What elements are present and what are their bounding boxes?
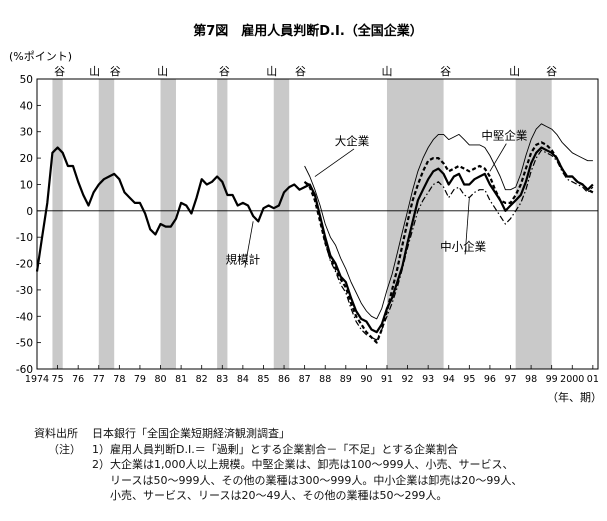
turning-point-labels: 谷山谷山谷山谷山谷山谷: [54, 65, 557, 78]
x-tick-label-5: 79: [134, 374, 146, 385]
y-tick-label-5: 0: [26, 206, 33, 218]
recession-bands: [52, 79, 552, 369]
annotation-label-1: 中堅企業: [481, 129, 527, 143]
recession-band-4: [273, 79, 290, 369]
y-tick-label-11: -60: [16, 364, 33, 376]
axes: [36, 78, 599, 370]
recession-band-1: [98, 79, 115, 369]
x-tick-label-16: 90: [360, 374, 372, 385]
note-2b: リースは50～999人、その他の業種は300～999人。中小企業は卸売は20～9…: [110, 473, 523, 487]
chart-svg: 第7図 雇用人員判断D.I.（全国企業） (%ポイント) （年、期） 谷山谷山谷…: [9, 23, 602, 404]
source-row: 資料出所 日本銀行「全国企業短期経済観測調査」: [34, 426, 604, 442]
note-2c: 小売、サービス、リースは20～49人、その他の業種は50～299人。: [110, 489, 448, 502]
y-tick-label-2: 30: [20, 127, 33, 139]
series-line-中小企業: [304, 149, 594, 341]
x-tick-label-9: 83: [216, 374, 228, 385]
x-tick-label-10: 84: [237, 374, 249, 385]
annotation-leader-1: [489, 143, 507, 172]
x-tick-label-4: 78: [113, 374, 125, 385]
note-1: 1）雇用人員判断D.I.＝「過剰」とする企業割合－「不足」とする企業割合: [92, 442, 459, 456]
note-2a: 2）大企業は1,000人以上規模。中堅企業は、卸売は100～999人、小売、サー…: [92, 458, 514, 471]
turning-label-7: 山: [381, 65, 392, 78]
recession-band-6: [515, 79, 552, 369]
annotation-label-2: 中小企業: [440, 239, 486, 253]
recession-band-5: [386, 79, 444, 369]
note-label: （注）: [48, 442, 81, 456]
x-tick-label-25: 99: [546, 374, 558, 385]
turning-label-3: 山: [157, 65, 168, 78]
y-tick-label-1: 40: [20, 100, 33, 112]
x-tick-label-0: 1974: [25, 374, 49, 385]
x-tick-label-19: 93: [422, 374, 434, 385]
y-tick-label-4: 10: [20, 179, 33, 191]
annotation-leader-0: [314, 148, 355, 177]
recession-band-3: [217, 79, 228, 369]
x-tick-label-20: 94: [443, 374, 455, 385]
turning-label-8: 谷: [440, 65, 451, 78]
series-line-中堅企業: [303, 141, 594, 344]
y-tick-label-6: -10: [16, 232, 33, 244]
source-text: 日本銀行「全国企業短期経済観測調査」: [92, 427, 290, 440]
annotation-leader-2: [464, 197, 470, 255]
x-tick-label-21: 95: [463, 374, 475, 385]
x-axis-label: （年、期）: [547, 390, 602, 404]
x-tick-label-3: 77: [93, 374, 105, 385]
turning-label-5: 山: [266, 65, 277, 78]
series-lines: [35, 123, 594, 344]
turning-label-1: 山: [89, 65, 100, 78]
note-row-1: （注） 1）雇用人員判断D.I.＝「過剰」とする企業割合－「不足」とする企業割合: [34, 442, 604, 458]
y-axis-label: (%ポイント): [9, 50, 72, 63]
x-tick-label-6: 80: [154, 374, 166, 385]
x-tick-label-14: 88: [319, 374, 331, 385]
x-tick-labels: 1974 75 76 77 78 79 80 81 82 83 84 85 86 87 88 89 90 91 92…: [25, 374, 599, 385]
y-tick-label-10: -50: [16, 338, 33, 350]
x-tick-label-17: 91: [381, 374, 393, 385]
y-tick-label-3: 20: [20, 153, 33, 165]
annotation-leader-3: [244, 221, 254, 268]
recession-band-0: [52, 79, 63, 369]
annotation-label-0: 大企業: [335, 134, 370, 148]
plot-frame: [36, 78, 599, 370]
turning-label-0: 谷: [54, 65, 65, 78]
y-tick-label-7: -20: [16, 259, 33, 271]
x-tick-label-8: 82: [196, 374, 208, 385]
series-line-大企業: [304, 123, 593, 320]
turning-label-10: 谷: [546, 65, 557, 78]
recession-band-2: [160, 79, 176, 369]
y-tick-labels: 50 40 30 20 10 0 -10 -20 -30 -40 -50 -60: [16, 74, 33, 376]
x-tick-label-24: 98: [525, 374, 537, 385]
x-tick-label-13: 87: [299, 374, 311, 385]
x-tick-label-22: 96: [484, 374, 496, 385]
y-tick-label-9: -40: [16, 311, 33, 323]
chart-title: 第7図 雇用人員判断D.I.（全国企業）: [193, 23, 423, 39]
x-tick-label-26: 2000: [560, 374, 584, 385]
notes-block: 資料出所 日本銀行「全国企業短期経済観測調査」 （注） 1）雇用人員判断D.I.…: [34, 426, 604, 504]
turning-label-2: 谷: [110, 65, 121, 78]
x-tick-label-1: 75: [52, 374, 64, 385]
annotation-label-3: 規模計: [226, 253, 261, 267]
x-tick-label-11: 85: [257, 374, 269, 385]
y-tick-label-8: -30: [16, 285, 33, 297]
turning-label-4: 谷: [219, 65, 230, 78]
x-tick-label-18: 92: [402, 374, 414, 385]
x-tick-label-12: 86: [278, 374, 290, 385]
x-tick-label-2: 76: [72, 374, 84, 385]
x-tick-label-15: 89: [340, 374, 352, 385]
turning-label-9: 山: [509, 65, 520, 78]
x-tick-label-7: 81: [175, 374, 187, 385]
turning-label-6: 谷: [295, 65, 306, 78]
x-tick-label-27: 01: [587, 374, 599, 385]
y-tick-label-0: 50: [20, 74, 33, 86]
series-line-規模計: [35, 146, 594, 334]
x-tick-label-23: 97: [504, 374, 516, 385]
source-label: 資料出所: [34, 427, 78, 440]
